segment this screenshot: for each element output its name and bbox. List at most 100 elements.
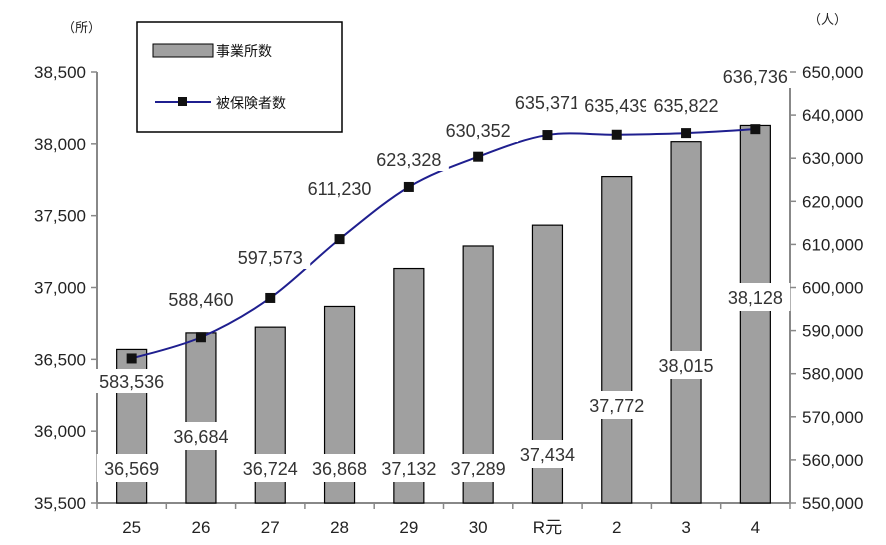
legend-line-marker bbox=[178, 97, 187, 106]
bar-data-label: 37,434 bbox=[520, 445, 575, 465]
bar-data-label-group: 37,132 bbox=[373, 454, 444, 482]
right-tick-label: 610,000 bbox=[802, 235, 863, 254]
line-point-marker bbox=[473, 151, 484, 162]
line-data-label: 623,328 bbox=[376, 150, 441, 170]
left-tick-label: 37,000 bbox=[34, 279, 86, 298]
x-tick-label: 30 bbox=[469, 518, 488, 537]
bar-data-label-bg bbox=[651, 351, 722, 379]
bar-data-label-bg bbox=[235, 454, 306, 482]
line-data-label-group: 588,460 bbox=[160, 287, 241, 311]
bar-data-label-bg bbox=[96, 454, 167, 482]
bar bbox=[601, 175, 633, 504]
line-point-marker bbox=[403, 181, 414, 192]
bar-data-label-bg bbox=[512, 440, 583, 468]
right-tick-label: 640,000 bbox=[802, 106, 863, 125]
line-data-label-group: 635,822 bbox=[646, 93, 727, 117]
left-tick-label: 36,000 bbox=[34, 422, 86, 441]
line-data-label-bg bbox=[715, 64, 796, 88]
left-tick-label: 38,500 bbox=[34, 63, 86, 82]
bar-data-label-group: 36,724 bbox=[235, 454, 306, 482]
right-tick-label: 650,000 bbox=[802, 63, 863, 82]
bar-data-label: 37,289 bbox=[451, 459, 506, 479]
line-data-label: 635,439 bbox=[584, 96, 649, 116]
bar-data-label: 38,015 bbox=[659, 356, 714, 376]
line-data-label-bg bbox=[368, 147, 449, 171]
x-tick-label: 2 bbox=[612, 518, 621, 537]
left-axis-unit: （所） bbox=[62, 21, 101, 36]
line-point-marker bbox=[542, 130, 553, 141]
line-data-label-bg bbox=[299, 176, 380, 200]
line-data-label-group: 636,736 bbox=[715, 64, 796, 88]
bar-data-label-bg bbox=[443, 454, 514, 482]
bar-data-label-bg bbox=[304, 454, 375, 482]
left-tick-label: 37,500 bbox=[34, 207, 86, 226]
x-tick-label: 4 bbox=[751, 518, 760, 537]
x-tick-label: 25 bbox=[122, 518, 141, 537]
legend-label-bar: 事業所数 bbox=[216, 44, 272, 60]
bar-data-label-bg bbox=[720, 283, 791, 311]
line-point-marker bbox=[681, 128, 692, 139]
line-data-label: 611,230 bbox=[308, 179, 372, 199]
line-data-label-group: 623,328 bbox=[368, 147, 449, 171]
bar-data-label-group: 37,772 bbox=[581, 391, 652, 419]
right-tick-label: 590,000 bbox=[802, 322, 863, 341]
left-tick-label: 36,500 bbox=[34, 350, 86, 369]
line-data-label-bg bbox=[576, 93, 657, 117]
bar-data-label: 36,569 bbox=[104, 459, 159, 479]
left-tick-label: 38,000 bbox=[34, 135, 86, 154]
line-data-label: 636,736 bbox=[723, 67, 788, 87]
line-data-label-bg bbox=[91, 369, 172, 393]
line-point-marker bbox=[611, 129, 622, 140]
right-tick-label: 580,000 bbox=[802, 365, 863, 384]
bar-data-label: 36,684 bbox=[173, 427, 228, 447]
line-data-label-bg bbox=[646, 93, 727, 117]
legend-box bbox=[136, 21, 343, 133]
line-data-label: 588,460 bbox=[168, 290, 233, 310]
line-point-marker bbox=[750, 124, 761, 135]
x-tick-label: 3 bbox=[681, 518, 690, 537]
line-data-label-group: 635,371 bbox=[507, 90, 588, 114]
bar-data-label: 36,868 bbox=[312, 459, 367, 479]
bar-data-label-group: 38,015 bbox=[651, 351, 722, 379]
line-data-label-bg bbox=[160, 287, 241, 311]
legend-bar-swatch bbox=[152, 43, 214, 58]
bar-data-label-bg bbox=[373, 454, 444, 482]
x-tick-label: 28 bbox=[330, 518, 349, 537]
bar-data-label: 38,128 bbox=[728, 288, 783, 308]
legend-label-line: 被保険者数 bbox=[216, 96, 286, 112]
line-data-label: 597,573 bbox=[238, 248, 303, 268]
bar-data-label-bg bbox=[581, 391, 652, 419]
line-point-marker bbox=[265, 292, 276, 303]
line-data-label-bg bbox=[230, 245, 311, 269]
bar-data-label-bg bbox=[165, 422, 236, 450]
line-data-label-group: 583,536 bbox=[91, 369, 172, 393]
line-data-label-bg bbox=[438, 118, 519, 142]
x-tick-label: 29 bbox=[399, 518, 418, 537]
bar-data-label-group: 38,128 bbox=[720, 283, 791, 311]
line-series-path bbox=[131, 128, 756, 360]
legend: 事業所数 被保険者数 bbox=[136, 21, 343, 133]
line-data-label-bg bbox=[507, 90, 588, 114]
line-data-label: 630,352 bbox=[446, 121, 511, 141]
line-data-label: 635,822 bbox=[654, 96, 719, 116]
line-point-marker bbox=[334, 234, 345, 245]
bar bbox=[185, 332, 217, 504]
right-axis-unit: （人） bbox=[808, 13, 847, 28]
right-tick-label: 630,000 bbox=[802, 149, 863, 168]
right-tick-label: 620,000 bbox=[802, 192, 863, 211]
bar bbox=[670, 141, 702, 504]
right-tick-label: 560,000 bbox=[802, 451, 863, 470]
line-point-marker bbox=[195, 332, 206, 343]
left-tick-label: 35,500 bbox=[34, 494, 86, 513]
line-data-label-group: 597,573 bbox=[230, 245, 311, 269]
right-tick-label: 550,000 bbox=[802, 494, 863, 513]
bar-data-label: 36,724 bbox=[243, 459, 298, 479]
bar-data-label-group: 36,684 bbox=[165, 422, 236, 450]
x-tick-label: R元 bbox=[533, 518, 562, 537]
bar-data-label: 37,772 bbox=[589, 396, 644, 416]
bar-data-label-group: 36,569 bbox=[96, 454, 167, 482]
line-data-label: 583,536 bbox=[99, 372, 164, 392]
x-tick-label: 27 bbox=[261, 518, 280, 537]
bar-data-label-group: 37,289 bbox=[443, 454, 514, 482]
